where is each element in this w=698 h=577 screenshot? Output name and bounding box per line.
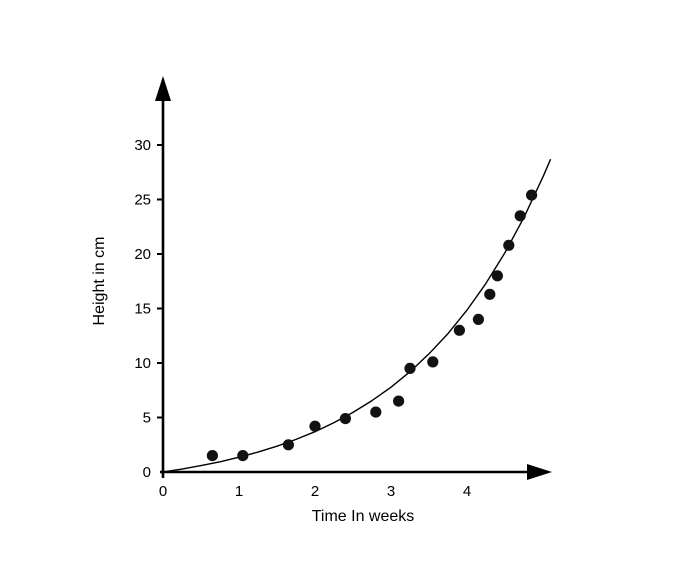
data-point — [526, 189, 538, 201]
data-point — [472, 313, 484, 325]
data-point — [453, 324, 465, 336]
y-axis-arrow — [155, 76, 171, 101]
y-tick-label: 20 — [134, 246, 151, 263]
axes-layer — [155, 76, 552, 480]
data-layer — [162, 158, 552, 473]
y-axis-title: Height in cm — [91, 237, 108, 326]
y-tick-label: 30 — [134, 137, 151, 154]
data-point — [237, 450, 249, 462]
data-point — [370, 406, 382, 418]
data-point — [404, 362, 416, 374]
data-point — [491, 270, 503, 282]
y-tick-label: 15 — [134, 301, 151, 318]
data-point — [309, 420, 321, 432]
data-point — [503, 239, 515, 251]
y-tick-label: 0 — [143, 464, 151, 481]
x-tick-label: 3 — [387, 483, 395, 500]
data-point — [484, 288, 496, 300]
y-tick-label: 10 — [134, 355, 151, 372]
ticks-layer: 0 1 2 3 4 0 5 10 15 20 25 30 — [134, 137, 471, 500]
fit-curve — [162, 158, 552, 473]
data-point — [393, 395, 405, 407]
x-tick-label: 1 — [235, 483, 243, 500]
x-tick-label: 4 — [463, 483, 471, 500]
y-tick-label: 5 — [143, 410, 151, 427]
data-point — [427, 356, 439, 368]
data-point — [282, 439, 294, 451]
y-tick-label: 25 — [134, 192, 151, 209]
x-tick-label: 0 — [159, 483, 167, 500]
x-tick-label: 2 — [311, 483, 319, 500]
x-axis-title: Time In weeks — [312, 508, 415, 525]
data-point — [514, 210, 526, 222]
data-point — [339, 413, 351, 425]
x-axis-arrow — [527, 464, 552, 480]
data-point — [206, 450, 218, 462]
